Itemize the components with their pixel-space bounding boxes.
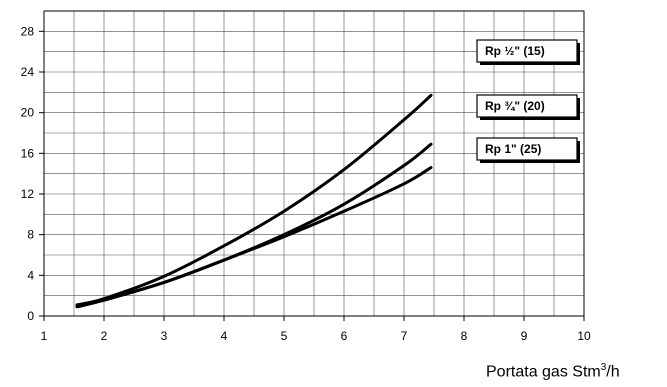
grid [43,10,585,317]
y-tick-label: 12 [21,187,35,201]
series-line-3 [75,166,433,309]
x-tick-label: 9 [521,329,528,343]
y-axis-ticks: 0 4 8 12 16 20 24 28 [21,24,44,323]
x-tick-label: 6 [341,329,348,343]
x-tick-label: 8 [461,329,468,343]
y-tick-label: 4 [27,268,34,282]
x-tick-label: 4 [221,329,228,343]
legend-label: Rp 1" (25) [485,142,541,156]
y-tick-label: 0 [27,309,34,323]
x-tick-label: 2 [101,329,108,343]
legend-box [476,137,578,161]
series-lines [75,93,433,309]
x-tick-label: 10 [577,329,591,343]
y-tick-label: 28 [21,24,35,38]
y-tick-label: 8 [27,228,34,242]
x-axis-label: Portata gas Stm3/h [486,362,620,381]
legend: Rp ½" (15) Rp ¾" (20) Rp 1" (25) [476,39,580,163]
x-tick-label: 5 [281,329,288,343]
y-tick-label: 20 [21,106,35,120]
y-tick-label: 24 [21,65,35,79]
legend-label: Rp ¾" (20) [485,99,545,113]
x-tick-label: 1 [41,329,48,343]
plot-border [43,10,585,317]
x-tick-label: 3 [161,329,168,343]
x-axis-ticks: 1 2 3 4 5 6 7 8 9 10 [41,316,591,343]
legend-box [476,39,578,63]
x-tick-label: 7 [401,329,408,343]
legend-label: Rp ½" (15) [485,44,545,58]
legend-box [476,94,578,118]
y-tick-label: 16 [21,146,35,160]
